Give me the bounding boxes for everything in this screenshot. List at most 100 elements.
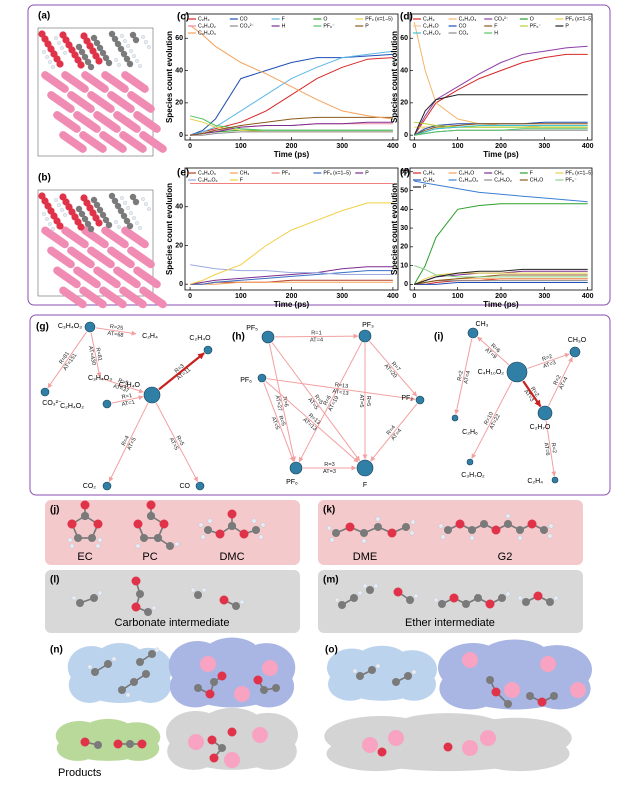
edge-label: R=2 — [457, 370, 465, 381]
node-label: C₂H₄O₂ — [60, 403, 84, 410]
atom — [413, 593, 419, 599]
atom — [548, 523, 554, 529]
edge — [527, 353, 570, 369]
atom — [360, 529, 368, 537]
x-tick-label: 0 — [412, 143, 416, 150]
cloud — [470, 736, 570, 772]
atom — [527, 519, 537, 529]
atom — [504, 520, 512, 528]
atom — [57, 41, 61, 45]
atom — [120, 50, 128, 58]
li-rod — [127, 91, 155, 113]
li-rod — [79, 131, 107, 153]
atom — [123, 217, 131, 225]
legend-label: F — [530, 170, 533, 176]
atom — [56, 60, 64, 68]
atom — [45, 217, 49, 221]
edge-label: R=4 — [386, 425, 397, 437]
x-tick-label: 0 — [412, 293, 416, 300]
series-line — [190, 116, 393, 136]
edge-label: R=2 — [541, 354, 553, 363]
legend-label: CO — [459, 23, 467, 29]
panel-label: (n) — [50, 645, 63, 656]
legend-label: P — [365, 23, 369, 29]
node-label: C₄H₁₀O₂ — [478, 369, 505, 376]
atom — [504, 682, 520, 698]
edge — [266, 378, 416, 402]
x-tick-label: 200 — [286, 293, 298, 300]
y-tick-label: 20 — [175, 242, 183, 249]
atom — [93, 39, 101, 47]
atom — [505, 591, 511, 597]
atom — [117, 207, 125, 215]
atom — [329, 537, 335, 543]
atom — [76, 599, 84, 607]
cloud — [129, 667, 172, 703]
atom — [102, 216, 110, 224]
node — [551, 476, 559, 484]
atom — [56, 222, 64, 230]
series-line — [190, 121, 393, 136]
legend-label: F — [240, 177, 243, 183]
y-tick-label: 60 — [175, 35, 183, 42]
atom — [129, 193, 137, 201]
edge-label: R=6 — [323, 395, 333, 407]
edge-label: R=25 — [109, 324, 123, 332]
cloud — [439, 667, 502, 710]
atom — [217, 671, 227, 681]
node — [569, 346, 581, 358]
li-rod — [99, 131, 127, 153]
li-rod — [139, 131, 167, 153]
atom — [404, 672, 412, 680]
y-tick-label: 40 — [175, 67, 183, 74]
node — [84, 321, 96, 333]
x-axis-label: Time (ps) — [274, 150, 310, 159]
legend-label: C₂H₄ — [423, 16, 435, 22]
atom — [433, 597, 439, 603]
atom — [99, 211, 107, 219]
atom — [462, 740, 478, 756]
products-label: Products — [58, 767, 102, 779]
edge-label: AT=1 — [121, 400, 135, 408]
legend-label: C₂H₃O — [459, 170, 475, 176]
atom — [409, 530, 415, 536]
atom — [120, 212, 128, 220]
y-tick-label: 40 — [400, 206, 408, 213]
atom — [480, 520, 488, 528]
edge-label: AT=27 — [273, 395, 282, 412]
li-rod — [119, 131, 147, 153]
cloud — [391, 713, 505, 743]
atom — [373, 583, 379, 589]
atom — [42, 212, 46, 216]
intermediate-label: Carbonate intermediate — [115, 617, 230, 629]
legend-label: CH₂O — [530, 177, 544, 183]
atom — [540, 526, 548, 534]
node — [506, 361, 528, 383]
edge-label: AT=68 — [107, 331, 124, 339]
node — [102, 399, 112, 409]
atom — [228, 522, 236, 530]
atom — [91, 668, 99, 676]
edge-label: AT=4 — [463, 370, 472, 384]
atom — [224, 752, 240, 768]
cloud — [84, 718, 132, 740]
atom — [526, 692, 534, 700]
atom — [97, 537, 103, 543]
edge — [298, 341, 363, 463]
atom — [45, 55, 49, 59]
li-rod — [61, 71, 89, 93]
x-tick-label: 400 — [387, 143, 399, 150]
edge-label: AT=5 — [127, 437, 138, 451]
series-line — [190, 266, 393, 285]
li-rod — [87, 91, 115, 113]
x-tick-label: 200 — [286, 143, 298, 150]
cloud — [326, 736, 426, 772]
li-rod — [107, 246, 135, 269]
panel-label: (c) — [177, 12, 189, 23]
atom — [111, 35, 119, 43]
node — [102, 481, 112, 491]
node-label: PF₃ — [362, 322, 374, 329]
li-rod — [61, 226, 89, 249]
atom — [533, 591, 543, 601]
